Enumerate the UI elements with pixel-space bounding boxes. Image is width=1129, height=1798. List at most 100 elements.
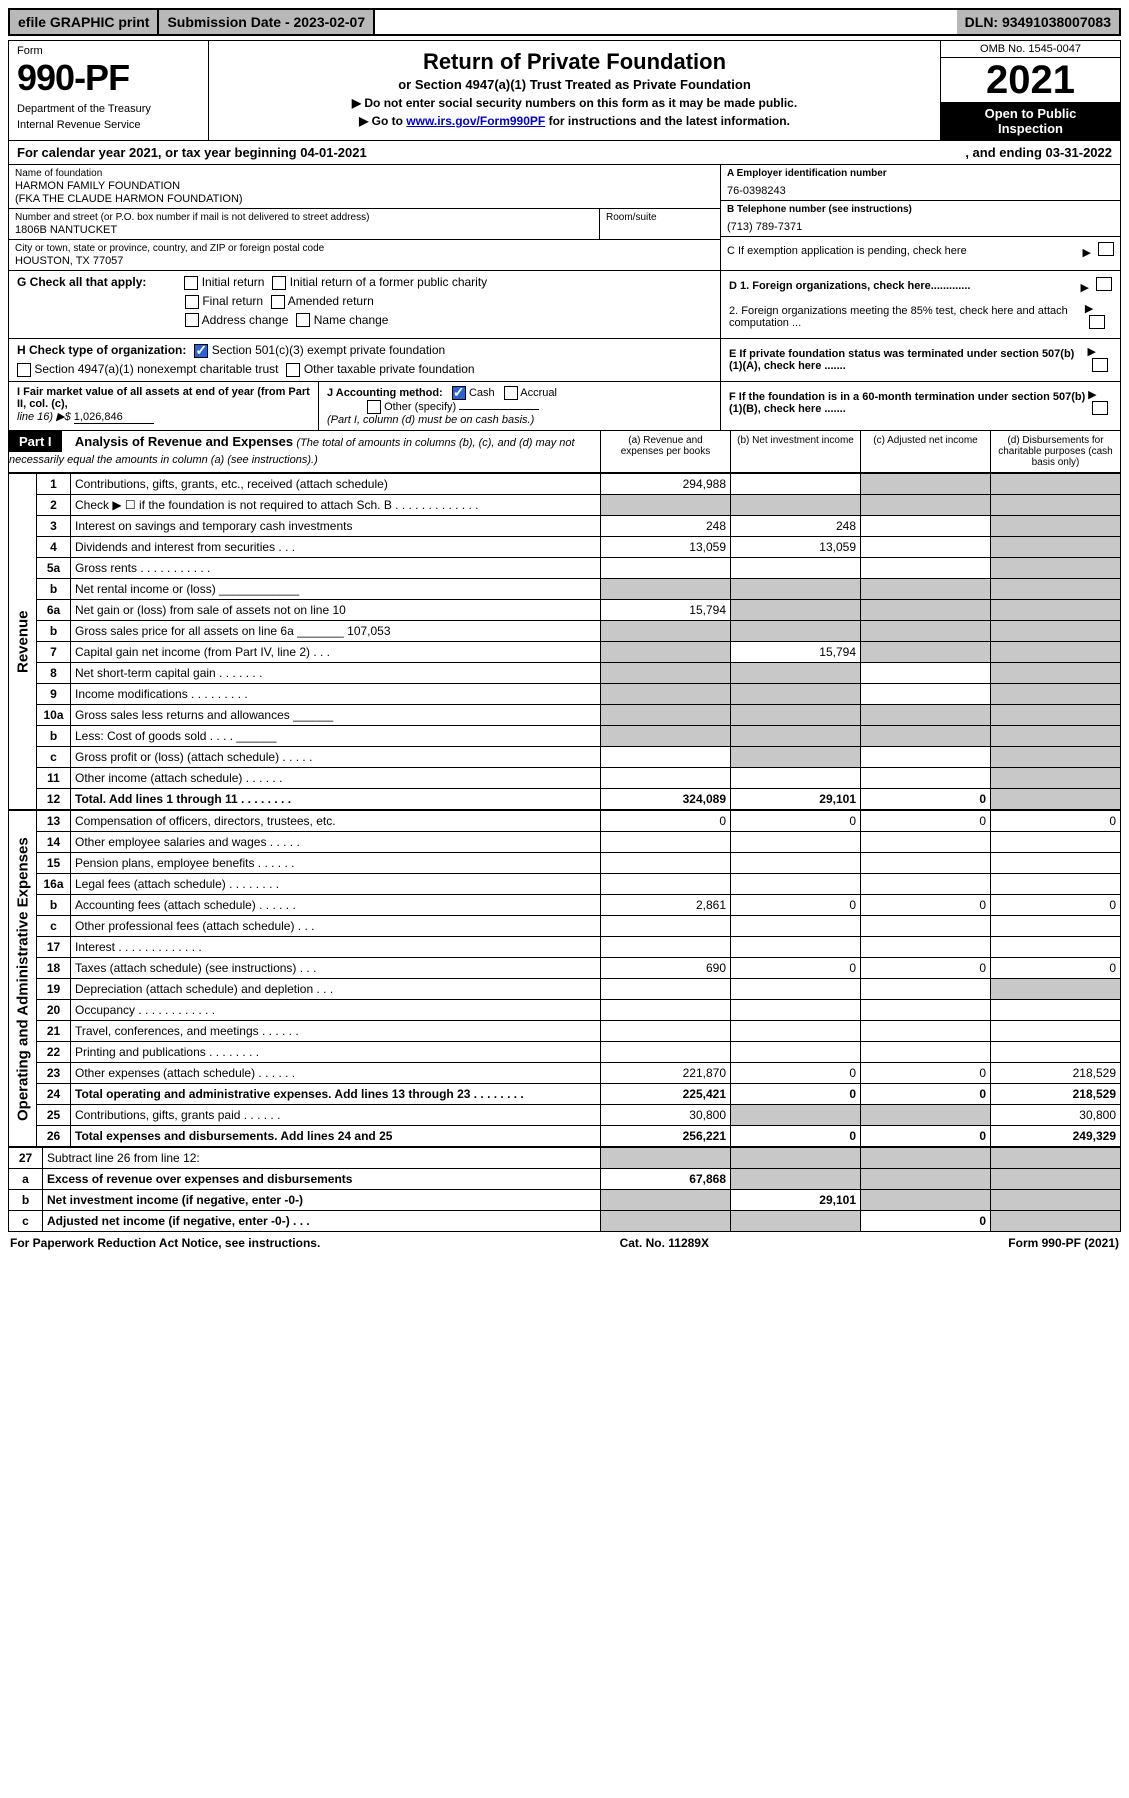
line-description: Interest . . . . . . . . . . . . . [71, 937, 601, 958]
value-cell [601, 853, 731, 874]
tax-year: 2021 [941, 58, 1120, 102]
table-row: 23Other expenses (attach schedule) . . .… [9, 1063, 1121, 1084]
value-cell: 0 [991, 811, 1121, 832]
form-number: 990-PF [17, 57, 200, 99]
cb-other-taxable[interactable] [286, 363, 300, 377]
value-cell: 15,794 [601, 600, 731, 621]
section-h: H Check type of organization: Section 50… [9, 339, 720, 381]
value-cell [731, 1105, 861, 1126]
value-cell [601, 642, 731, 663]
cb-initial-former[interactable] [272, 276, 286, 290]
line-number: 16a [37, 874, 71, 895]
dept-treasury: Department of the Treasury [17, 103, 200, 115]
line-number: b [37, 621, 71, 642]
checkbox-e[interactable] [1092, 358, 1108, 372]
col-b-header: (b) Net investment income [730, 431, 860, 472]
cb-501c3[interactable] [194, 344, 208, 358]
cb-name-change[interactable] [296, 313, 310, 327]
value-cell [991, 558, 1121, 579]
value-cell: 294,988 [601, 474, 731, 495]
line-number: 10a [37, 705, 71, 726]
value-cell [991, 621, 1121, 642]
value-cell: 0 [861, 811, 991, 832]
value-cell [731, 1000, 861, 1021]
line-description: Contributions, gifts, grants, etc., rece… [71, 474, 601, 495]
value-cell: 0 [861, 1211, 991, 1232]
value-cell [991, 537, 1121, 558]
value-cell [601, 1190, 731, 1211]
line-number: c [9, 1211, 43, 1232]
line-number: 2 [37, 495, 71, 516]
value-cell [861, 1148, 991, 1169]
table-row: bAccounting fees (attach schedule) . . .… [9, 895, 1121, 916]
col-d-header: (d) Disbursements for charitable purpose… [990, 431, 1120, 472]
section-g: G Check all that apply: Initial return I… [9, 271, 720, 338]
cb-final-return[interactable] [185, 295, 199, 309]
line-description: Total expenses and disbursements. Add li… [71, 1126, 601, 1147]
line-number: 4 [37, 537, 71, 558]
value-cell [991, 1000, 1121, 1021]
value-cell: 0 [731, 958, 861, 979]
info-right: A Employer identification number 76-0398… [720, 165, 1120, 270]
value-cell: 0 [861, 1063, 991, 1084]
table-row: 5aGross rents . . . . . . . . . . . [9, 558, 1121, 579]
side-label: Operating and Administrative Expenses [9, 811, 37, 1147]
header-right: OMB No. 1545-0047 2021 Open to Public In… [940, 41, 1120, 140]
checkbox-d2[interactable] [1089, 315, 1105, 329]
value-cell: 0 [861, 789, 991, 810]
line-description: Depreciation (attach schedule) and deple… [71, 979, 601, 1000]
submission-date: Submission Date - 2023-02-07 [159, 10, 375, 34]
value-cell: 0 [731, 1126, 861, 1147]
line-number: 6a [37, 600, 71, 621]
value-cell [601, 579, 731, 600]
value-cell [861, 874, 991, 895]
value-cell: 248 [731, 516, 861, 537]
value-cell [861, 1000, 991, 1021]
cb-accrual[interactable] [504, 386, 518, 400]
value-cell: 218,529 [991, 1063, 1121, 1084]
table-row: 10aGross sales less returns and allowanc… [9, 705, 1121, 726]
checkbox-c[interactable] [1098, 242, 1114, 256]
table-row: bGross sales price for all assets on lin… [9, 621, 1121, 642]
line-description: Income modifications . . . . . . . . . [71, 684, 601, 705]
cb-initial-return[interactable] [184, 276, 198, 290]
line-number: a [9, 1169, 43, 1190]
value-cell [731, 853, 861, 874]
value-cell [601, 1042, 731, 1063]
line-description: Travel, conferences, and meetings . . . … [71, 1021, 601, 1042]
cb-other-method[interactable] [367, 400, 381, 414]
checkbox-d1[interactable] [1096, 277, 1112, 291]
footer-left: For Paperwork Reduction Act Notice, see … [10, 1236, 320, 1250]
street-cell: Number and street (or P.O. box number if… [9, 209, 600, 239]
line-description: Other income (attach schedule) . . . . .… [71, 768, 601, 789]
value-cell [991, 979, 1121, 1000]
value-cell: 0 [731, 895, 861, 916]
table-row: cGross profit or (loss) (attach schedule… [9, 747, 1121, 768]
cb-address-change[interactable] [185, 313, 199, 327]
table-row: 12Total. Add lines 1 through 11 . . . . … [9, 789, 1121, 810]
cb-4947a1[interactable] [17, 363, 31, 377]
efile-label[interactable]: efile GRAPHIC print [10, 10, 159, 34]
dept-irs: Internal Revenue Service [17, 119, 200, 131]
value-cell [991, 789, 1121, 810]
cb-cash[interactable] [452, 386, 466, 400]
cb-amended-return[interactable] [271, 295, 285, 309]
address-row: Number and street (or P.O. box number if… [9, 209, 720, 239]
table-row: 16aLegal fees (attach schedule) . . . . … [9, 874, 1121, 895]
table-row: 9Income modifications . . . . . . . . . [9, 684, 1121, 705]
line-number: 17 [37, 937, 71, 958]
value-cell [601, 916, 731, 937]
line-number: b [37, 579, 71, 600]
value-cell: 0 [991, 958, 1121, 979]
checkbox-f[interactable] [1092, 401, 1108, 415]
value-cell [991, 1190, 1121, 1211]
line-number: 9 [37, 684, 71, 705]
table-row: bNet rental income or (loss) ___________… [9, 579, 1121, 600]
table-row: 21Travel, conferences, and meetings . . … [9, 1021, 1121, 1042]
line-description: Net investment income (if negative, ente… [43, 1190, 601, 1211]
value-cell [601, 979, 731, 1000]
form990pf-link[interactable]: www.irs.gov/Form990PF [406, 114, 545, 128]
value-cell [731, 705, 861, 726]
value-cell [991, 663, 1121, 684]
open-public-banner: Open to Public Inspection [941, 102, 1120, 140]
